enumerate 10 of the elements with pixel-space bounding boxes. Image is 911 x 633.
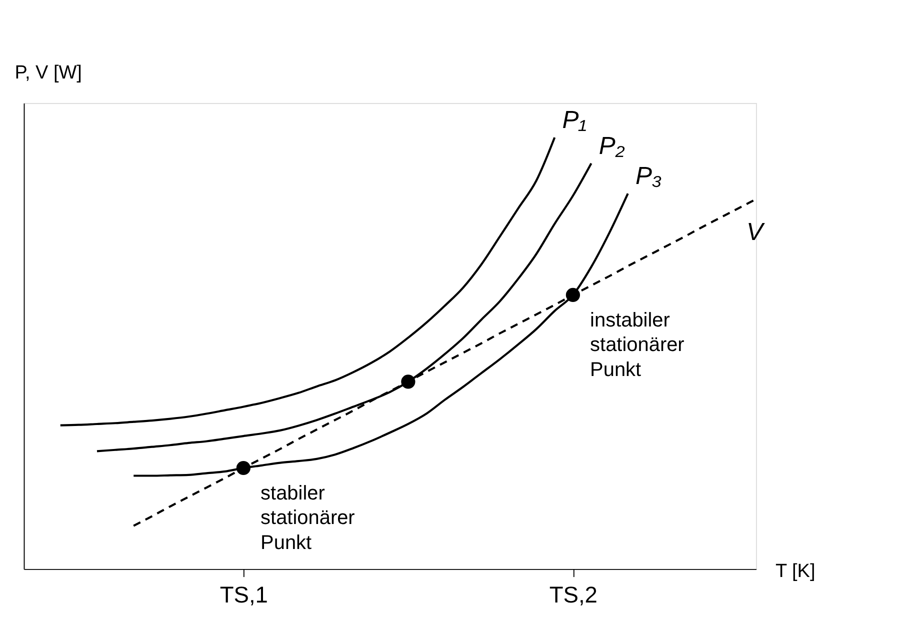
y-axis-title: P, V [W] [14,62,82,84]
series-label: P₁ [562,106,587,134]
series-label: P₃ [635,163,662,190]
annotation: stabiler stationärer Punkt [260,482,356,554]
series-label: V [746,219,766,246]
annotation: instabiler stationärer Punkt [590,309,685,381]
x-axis-title: T [K] [775,561,816,582]
x-tick-label: TS,2 [549,582,598,608]
series-label: P₂ [598,132,626,160]
x-tick-label: TS,1 [220,582,268,608]
